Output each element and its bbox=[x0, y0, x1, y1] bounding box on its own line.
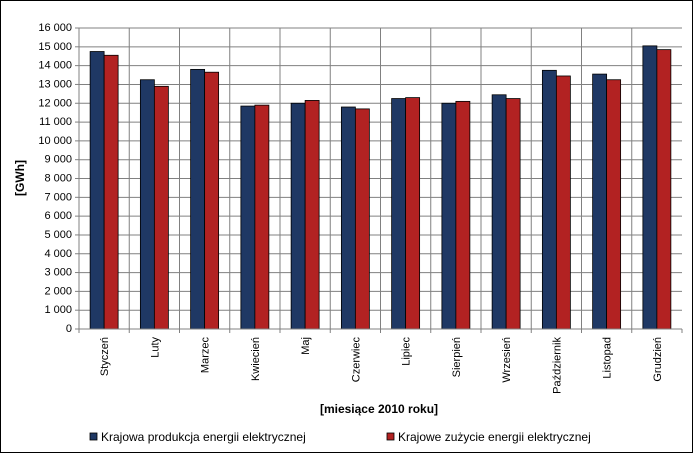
x-tick-label: Wrzesień bbox=[501, 337, 513, 383]
x-tick-label: Sierpień bbox=[451, 337, 463, 377]
legend-swatch bbox=[386, 432, 395, 441]
bar bbox=[304, 100, 320, 330]
bar bbox=[290, 102, 306, 330]
y-tick-label: 10 000 bbox=[38, 135, 72, 147]
y-tick-label: 4 000 bbox=[44, 248, 72, 260]
bar bbox=[254, 104, 270, 330]
x-axis-title: [miesiące 2010 roku] bbox=[320, 402, 438, 416]
x-tick-label: Kwiecień bbox=[250, 337, 262, 381]
y-tick-label: 6 000 bbox=[44, 210, 72, 222]
bar bbox=[204, 71, 220, 330]
bar bbox=[153, 85, 169, 330]
bar bbox=[441, 102, 457, 330]
bars bbox=[89, 45, 672, 330]
x-tick-label: Luty bbox=[149, 337, 161, 358]
legend-label: Krajowe zużycie energii elektrycznej bbox=[398, 430, 591, 444]
bar bbox=[354, 108, 370, 330]
y-axis-title: [GWh] bbox=[13, 160, 27, 196]
bar bbox=[592, 73, 608, 330]
bar bbox=[240, 105, 256, 330]
y-tick-label: 12 000 bbox=[38, 97, 72, 109]
x-tick-label: Grudzień bbox=[652, 337, 664, 382]
bar bbox=[642, 45, 658, 330]
legend-swatch bbox=[89, 432, 98, 441]
y-tick-label: 9 000 bbox=[44, 154, 72, 166]
x-tick-label: Styczeń bbox=[99, 337, 111, 376]
bar bbox=[555, 75, 571, 330]
bar bbox=[103, 54, 119, 330]
legend-label: Krajowa produkcja energii elektrycznej bbox=[101, 430, 306, 444]
bar bbox=[190, 68, 206, 330]
x-tick-label: Listopad bbox=[602, 337, 614, 379]
bar bbox=[455, 100, 471, 330]
y-tick-label: 15 000 bbox=[38, 41, 72, 53]
x-tick-label: Październik bbox=[551, 337, 563, 394]
y-tick-label: 14 000 bbox=[38, 60, 72, 72]
bar bbox=[405, 97, 421, 330]
bar bbox=[139, 79, 155, 330]
x-tick-label: Czerwiec bbox=[350, 337, 362, 383]
y-tick-label: 3 000 bbox=[44, 267, 72, 279]
y-tick-label: 2 000 bbox=[44, 285, 72, 297]
bar bbox=[656, 49, 672, 330]
x-tick-label: Lipiec bbox=[401, 337, 413, 366]
legend: Krajowa produkcja energii elektrycznej Kr… bbox=[89, 430, 591, 444]
bar bbox=[89, 51, 105, 330]
y-tick-label: 13 000 bbox=[38, 78, 72, 90]
bar bbox=[391, 98, 407, 330]
bar bbox=[541, 69, 557, 330]
y-tick-label: 0 bbox=[66, 323, 72, 335]
x-tick-label: Maj bbox=[300, 337, 312, 355]
y-axis-ticks: 0 1 000 2 000 3 000 4 000 5 000 6 000 7 000 8 00… bbox=[38, 22, 79, 335]
x-axis-ticks: Styczeń Luty Marzec Kwiecień Maj Czerwiec Lipi… bbox=[78, 329, 683, 394]
y-tick-label: 8 000 bbox=[44, 173, 72, 185]
y-tick-label: 11 000 bbox=[39, 116, 72, 128]
y-tick-label: 16 000 bbox=[38, 22, 72, 34]
bar bbox=[505, 98, 521, 330]
y-tick-label: 1 000 bbox=[44, 304, 72, 316]
x-tick-label: Marzec bbox=[200, 337, 212, 374]
y-tick-label: 5 000 bbox=[44, 229, 72, 241]
bar bbox=[340, 106, 356, 330]
bar bbox=[491, 94, 507, 330]
gridlines bbox=[79, 27, 682, 329]
y-tick-label: 7 000 bbox=[44, 191, 72, 203]
bar bbox=[606, 79, 622, 330]
